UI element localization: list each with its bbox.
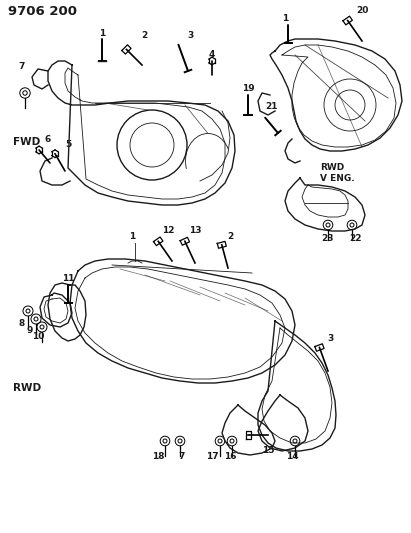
Text: 21: 21 (266, 102, 278, 111)
Text: FWD: FWD (13, 137, 40, 147)
Text: 4: 4 (209, 50, 215, 59)
Text: 10: 10 (32, 332, 44, 341)
Text: 3: 3 (187, 31, 193, 40)
Text: 18: 18 (152, 452, 164, 461)
Text: 11: 11 (62, 274, 74, 283)
Text: 1: 1 (282, 14, 288, 23)
Text: 17: 17 (206, 452, 218, 461)
Text: 9: 9 (27, 326, 33, 335)
Text: 1: 1 (99, 29, 105, 38)
Text: RWD
V ENG.: RWD V ENG. (320, 163, 355, 183)
Text: 12: 12 (162, 226, 174, 235)
Text: 9706 200: 9706 200 (8, 5, 77, 18)
Text: 15: 15 (262, 446, 274, 455)
Text: 3: 3 (327, 334, 333, 343)
Text: 19: 19 (242, 84, 254, 93)
Text: 7: 7 (179, 452, 185, 461)
Text: 8: 8 (19, 319, 25, 328)
Text: 20: 20 (356, 6, 368, 15)
Text: 16: 16 (224, 452, 236, 461)
Text: 2: 2 (227, 232, 233, 241)
Text: 23: 23 (322, 234, 334, 243)
Text: 14: 14 (286, 452, 298, 461)
Text: 22: 22 (349, 234, 361, 243)
Text: RWD: RWD (13, 383, 41, 393)
Text: 1: 1 (129, 232, 135, 241)
Text: 7: 7 (19, 62, 25, 71)
Text: 6: 6 (45, 135, 51, 144)
Text: 2: 2 (141, 31, 147, 40)
Text: 13: 13 (189, 226, 201, 235)
Text: 5: 5 (65, 140, 71, 149)
